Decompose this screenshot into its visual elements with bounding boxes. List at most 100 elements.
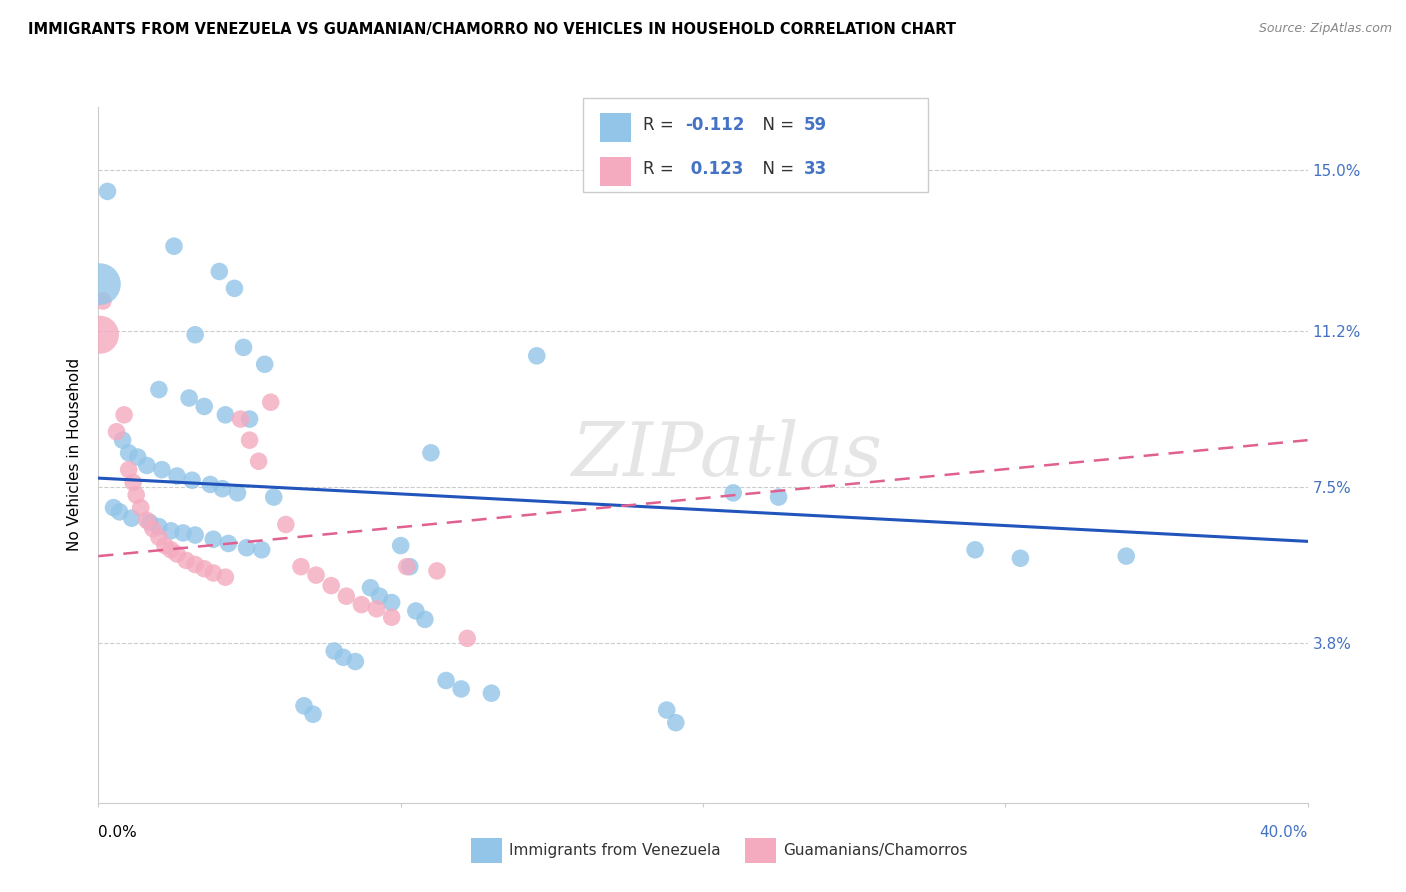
Point [434,673,457,688]
Point [450,681,472,696]
Point [420,446,443,460]
Point [302,707,325,722]
Point [148,383,170,397]
Point [217,536,239,550]
Point [224,281,246,295]
Point [250,542,273,557]
Point [526,349,548,363]
Point [166,469,188,483]
Point [398,559,420,574]
Text: Guamanians/Chamorros: Guamanians/Chamorros [783,844,967,858]
Point [413,612,436,626]
Point [323,644,346,658]
Point [290,559,312,574]
Point [129,500,152,515]
Point [135,458,157,473]
Text: R =: R = [643,160,679,178]
Point [229,412,252,426]
Y-axis label: No Vehicles in Household: No Vehicles in Household [67,359,83,551]
Point [305,568,328,582]
Point [426,564,449,578]
Point [232,340,254,354]
Text: ZIPatlas: ZIPatlas [572,418,883,491]
Point [112,408,135,422]
Point [214,408,236,422]
Point [202,533,225,547]
Point [122,475,145,490]
Point [160,542,183,557]
Point [105,425,128,439]
Point [226,486,249,500]
Point [456,632,478,646]
Point [193,562,215,576]
Text: -0.112: -0.112 [685,116,744,134]
Point [335,589,357,603]
Point [142,522,165,536]
Point [184,558,207,572]
Point [181,473,204,487]
Point [381,595,404,609]
Point [150,463,173,477]
Point [103,500,125,515]
Point [108,505,131,519]
Text: N =: N = [752,160,800,178]
Point [481,686,503,700]
Point [193,400,215,414]
Point [148,530,170,544]
Point [184,528,207,542]
Point [321,579,343,593]
Point [172,525,194,540]
Point [1010,551,1032,566]
Point [166,547,188,561]
Text: R =: R = [643,116,679,134]
Point [395,559,418,574]
Point [366,602,388,616]
Point [768,490,790,504]
Point [350,598,373,612]
Point [89,277,111,292]
Text: IMMIGRANTS FROM VENEZUELA VS GUAMANIAN/CHAMORRO NO VEHICLES IN HOUSEHOLD CORRELA: IMMIGRANTS FROM VENEZUELA VS GUAMANIAN/C… [28,22,956,37]
Point [292,698,315,713]
Point [239,412,262,426]
Point [179,391,201,405]
Text: Source: ZipAtlas.com: Source: ZipAtlas.com [1258,22,1392,36]
Text: 0.123: 0.123 [685,160,744,178]
Point [163,239,186,253]
Point [211,482,233,496]
Point [239,433,262,447]
Point [360,581,382,595]
Point [139,516,162,530]
Text: N =: N = [752,116,800,134]
Point [111,433,134,447]
Point [200,477,222,491]
Point [389,539,412,553]
Point [127,450,149,464]
Point [655,703,678,717]
Point [91,293,114,308]
Point [208,264,231,278]
Point [1115,549,1137,563]
Point [723,486,745,500]
Point [235,541,257,555]
Point [96,185,118,199]
Text: 33: 33 [804,160,828,178]
Point [202,566,225,580]
Point [118,446,141,460]
Point [118,463,141,477]
Point [344,655,367,669]
Point [381,610,404,624]
Text: Immigrants from Venezuela: Immigrants from Venezuela [509,844,721,858]
Point [160,524,183,538]
Point [332,650,354,665]
Point [174,553,197,567]
Point [247,454,270,468]
Point [260,395,283,409]
Point [148,519,170,533]
Point [665,715,688,730]
Point [153,539,176,553]
Text: 0.0%: 0.0% [98,825,138,840]
Point [125,488,148,502]
Point [89,327,111,342]
Point [405,604,427,618]
Text: 40.0%: 40.0% [1260,825,1308,840]
